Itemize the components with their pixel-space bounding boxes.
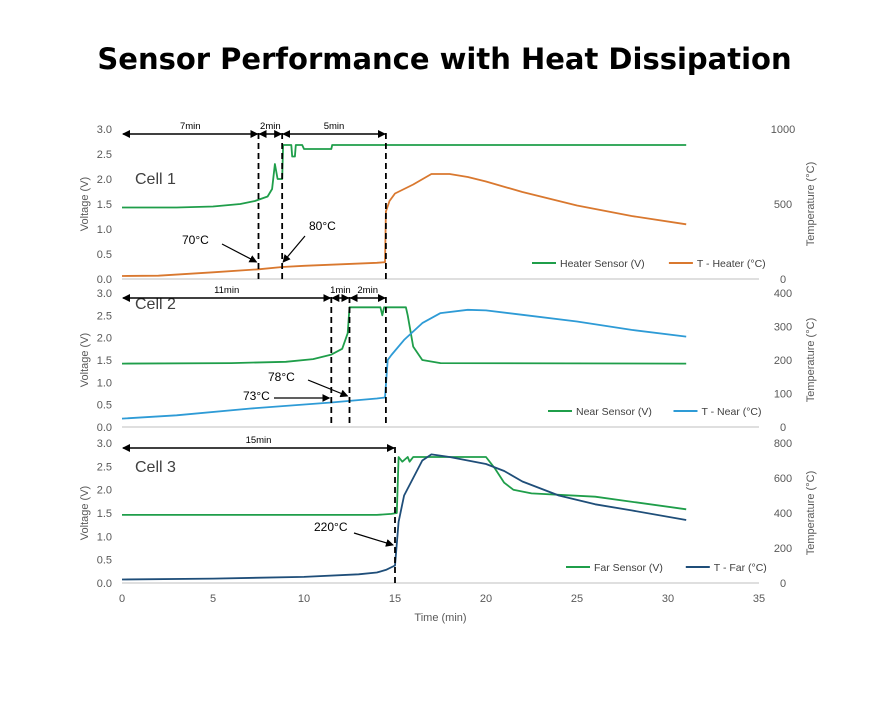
temperature-axis-label: Temperature (°C) bbox=[805, 471, 817, 555]
annotation-arrow bbox=[282, 235, 306, 263]
temperature-annotation: 70°C bbox=[182, 233, 209, 247]
voltage-tick-label: 1.0 bbox=[97, 531, 112, 543]
voltage-tick-label: 3.0 bbox=[97, 438, 112, 450]
voltage-axis-label: Voltage (V) bbox=[79, 333, 91, 387]
temp-tick-label: 200 bbox=[774, 543, 792, 555]
temp-tick-label: 200 bbox=[774, 355, 792, 367]
temp-tick-label: 0 bbox=[780, 274, 786, 286]
annotation-arrow bbox=[221, 243, 258, 263]
temp-tick-label: 400 bbox=[774, 288, 792, 300]
voltage-tick-label: 2.5 bbox=[97, 461, 112, 473]
x-tick-label: 15 bbox=[389, 593, 401, 605]
temp-tick-label: 1000 bbox=[771, 124, 795, 136]
voltage-tick-label: 1.0 bbox=[97, 224, 112, 236]
legend-label: T - Far (°C) bbox=[714, 562, 767, 574]
x-tick-label: 35 bbox=[753, 593, 765, 605]
voltage-tick-label: 1.5 bbox=[97, 355, 112, 367]
x-tick-label: 10 bbox=[298, 593, 310, 605]
duration-label: 1min bbox=[330, 285, 351, 296]
voltage-tick-label: 0.5 bbox=[97, 249, 112, 261]
voltage-tick-label: 2.0 bbox=[97, 485, 112, 497]
temperature-annotation: 73°C bbox=[243, 389, 270, 403]
temperature-annotation: 80°C bbox=[309, 219, 336, 233]
series-line-temperature bbox=[121, 173, 687, 277]
x-tick-label: 0 bbox=[119, 593, 125, 605]
temp-tick-label: 0 bbox=[780, 578, 786, 590]
temperature-axis-label: Temperature (°C) bbox=[805, 318, 817, 402]
annotation-arrow bbox=[307, 379, 349, 398]
voltage-tick-label: 1.0 bbox=[97, 377, 112, 389]
temp-tick-label: 600 bbox=[774, 473, 792, 485]
voltage-axis-label: Voltage (V) bbox=[79, 177, 91, 231]
chart-title: Sensor Performance with Heat Dissipation bbox=[97, 42, 792, 76]
duration-label: 2min bbox=[357, 285, 378, 296]
duration-label: 15min bbox=[246, 435, 272, 446]
cell-label: Cell 3 bbox=[135, 459, 176, 476]
x-tick-label: 5 bbox=[210, 593, 216, 605]
voltage-tick-label: 1.5 bbox=[97, 508, 112, 520]
legend-label: T - Near (°C) bbox=[702, 406, 762, 418]
series-line-voltage bbox=[122, 144, 687, 209]
series-line-voltage bbox=[122, 456, 687, 516]
x-axis-label: Time (min) bbox=[414, 612, 466, 624]
voltage-tick-label: 2.0 bbox=[97, 174, 112, 186]
voltage-tick-label: 0.5 bbox=[97, 400, 112, 412]
x-tick-label: 25 bbox=[571, 593, 583, 605]
legend-label: Near Sensor (V) bbox=[576, 406, 652, 418]
temp-tick-label: 100 bbox=[774, 389, 792, 401]
voltage-tick-label: 1.5 bbox=[97, 199, 112, 211]
duration-label: 5min bbox=[324, 121, 345, 132]
voltage-tick-label: 2.5 bbox=[97, 310, 112, 322]
annotation-arrow bbox=[353, 532, 394, 547]
voltage-tick-label: 2.0 bbox=[97, 333, 112, 345]
voltage-tick-label: 0.0 bbox=[97, 578, 112, 590]
voltage-tick-label: 3.0 bbox=[97, 124, 112, 136]
voltage-tick-label: 0.5 bbox=[97, 555, 112, 567]
temperature-annotation: 220°C bbox=[314, 520, 348, 534]
duration-label: 7min bbox=[180, 121, 201, 132]
legend-label: T - Heater (°C) bbox=[697, 258, 766, 270]
temp-tick-label: 800 bbox=[774, 438, 792, 450]
temperature-axis-label: Temperature (°C) bbox=[805, 162, 817, 246]
voltage-tick-label: 0.0 bbox=[97, 422, 112, 434]
series-line-temperature bbox=[121, 308, 687, 420]
temp-tick-label: 300 bbox=[774, 322, 792, 334]
voltage-tick-label: 3.0 bbox=[97, 288, 112, 300]
voltage-axis-label: Voltage (V) bbox=[79, 486, 91, 540]
temperature-annotation: 78°C bbox=[268, 370, 295, 384]
x-tick-label: 20 bbox=[480, 593, 492, 605]
voltage-tick-label: 2.5 bbox=[97, 149, 112, 161]
series-line-temperature bbox=[121, 453, 687, 581]
temp-tick-label: 500 bbox=[774, 199, 792, 211]
cell-label: Cell 1 bbox=[135, 171, 176, 188]
temp-tick-label: 400 bbox=[774, 508, 792, 520]
legend-label: Heater Sensor (V) bbox=[560, 258, 645, 270]
legend-label: Far Sensor (V) bbox=[594, 562, 663, 574]
voltage-tick-label: 0.0 bbox=[97, 274, 112, 286]
duration-label: 11min bbox=[214, 285, 239, 296]
temp-tick-label: 0 bbox=[780, 422, 786, 434]
x-tick-label: 30 bbox=[662, 593, 674, 605]
duration-label: 2min bbox=[260, 121, 281, 132]
series-line-voltage bbox=[121, 306, 687, 365]
